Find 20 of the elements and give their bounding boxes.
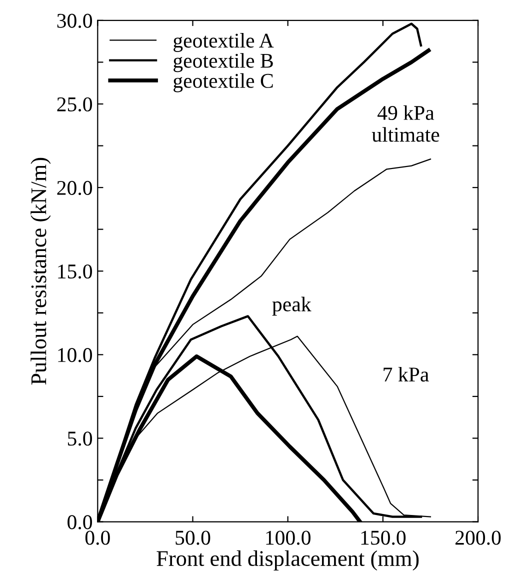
annotation: 7 kPa xyxy=(384,366,429,382)
y-tick-label: 15.0 xyxy=(58,264,92,279)
y-tick-label: 0.0 xyxy=(68,515,92,530)
y-axis-title: Pullout resistance (kN/m) xyxy=(30,158,51,385)
y-tick-label: 10.0 xyxy=(58,348,92,362)
legend-label: geotextile C xyxy=(174,73,273,92)
y-tick-label: 20.0 xyxy=(57,180,92,196)
x-tick-label: 150.0 xyxy=(361,530,406,545)
legend-label: geotextile B xyxy=(174,53,273,72)
x-tick-label: 100.0 xyxy=(266,530,310,545)
y-tick-label: 30.0 xyxy=(57,14,92,28)
y-tick-label: 5.0 xyxy=(68,432,92,446)
annotation: peak xyxy=(272,296,312,316)
x-axis-title: Front end displacement (mm) xyxy=(156,550,419,571)
x-tick-label: 50.0 xyxy=(176,530,210,545)
y-tick-label: 25.0 xyxy=(57,97,92,112)
annotation: 49 kPa ultimate xyxy=(372,105,440,142)
x-tick-label: 200.0 xyxy=(455,530,501,545)
legend-label: geotextile A xyxy=(174,33,274,52)
x-tick-label: 0.0 xyxy=(85,530,110,545)
